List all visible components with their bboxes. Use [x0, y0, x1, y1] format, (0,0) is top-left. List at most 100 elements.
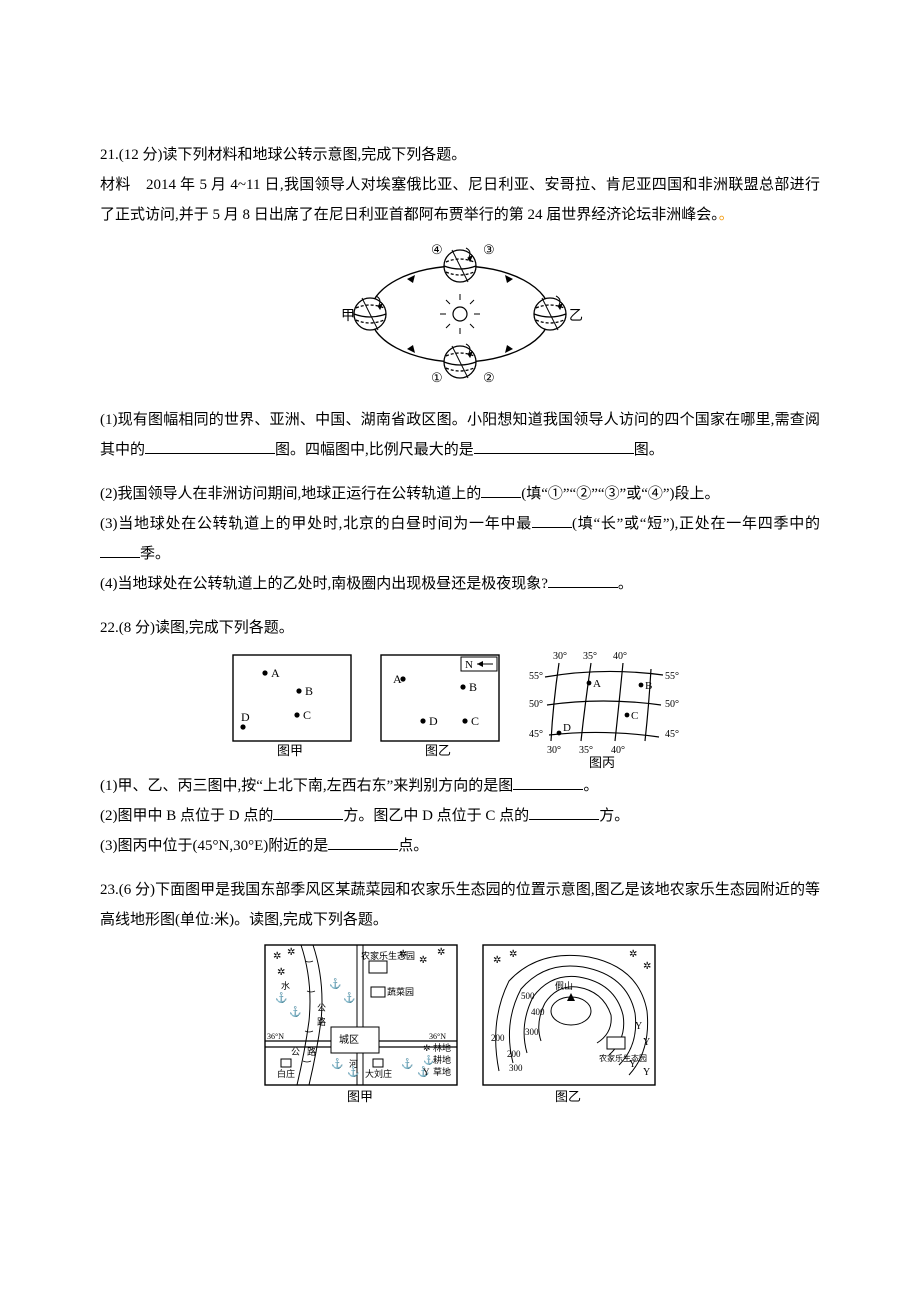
blank [474, 438, 634, 454]
q21-p2: (2)我国领导人在非洲访问期间,地球正运行在公转轨道上的 (填“①”“②”“③”或… [100, 479, 820, 509]
svg-text:耕地: 耕地 [433, 1054, 451, 1065]
caption-jia: 图甲 [277, 743, 303, 758]
svg-text:Y: Y [643, 1037, 650, 1048]
q21-p1c: 图。 [634, 442, 664, 458]
svg-text:公: 公 [291, 1047, 300, 1057]
q23-figures: 城区 农家乐生态园 蔬菜园 白庄 大刘庄 ✲✲✲ ✲✲✲ ⚓⚓ ⚓⚓ ⚓⚓ ⚓⚓… [100, 941, 820, 1106]
caption-yi: 图乙 [425, 743, 451, 758]
page-root: 21.(12 分)读下列材料和地球公转示意图,完成下列各题。 材料 2014 年… [0, 0, 920, 1148]
blank [328, 834, 398, 850]
svg-text:D: D [563, 722, 571, 734]
q22-p1a: (1)甲、乙、丙三图中,按“上北下南,左西右东”来判别方向的是图 [100, 778, 513, 794]
svg-text:300: 300 [525, 1027, 539, 1037]
svg-text:路: 路 [317, 1016, 326, 1027]
svg-text:300: 300 [509, 1063, 523, 1073]
q23-panel-jia: 城区 农家乐生态园 蔬菜园 白庄 大刘庄 ✲✲✲ ✲✲✲ ⚓⚓ ⚓⚓ ⚓⚓ ⚓⚓… [261, 941, 461, 1106]
svg-text:200: 200 [491, 1033, 505, 1043]
svg-text:55°: 55° [665, 671, 679, 682]
svg-text:45°: 45° [529, 729, 543, 740]
svg-text:✲: ✲ [629, 949, 637, 960]
svg-text:⚓: ⚓ [329, 977, 341, 990]
earth-orbit-diagram: ④ ③ ① ② 甲 乙 [335, 236, 585, 386]
q22-panel-bing: 30° 35° 40° 55° 50° 45° 55° 50° 45° [523, 649, 693, 769]
svg-text:A: A [593, 678, 601, 690]
svg-text:D: D [241, 710, 250, 724]
svg-text:B: B [645, 680, 652, 692]
svg-text:35°: 35° [583, 651, 597, 662]
svg-text:公: 公 [317, 1003, 326, 1013]
svg-text:Y: Y [423, 1067, 430, 1077]
svg-text:⚓: ⚓ [331, 1057, 343, 1070]
q22-figures: A B C D 图甲 N A B C D 图乙 30° 35° 40° [100, 649, 820, 769]
q21-p3b: (填“长”或“短”),正处在一年四季中的 [572, 516, 820, 532]
q22-panel-jia: A B C D 图甲 [227, 649, 357, 759]
svg-text:路: 路 [307, 1046, 316, 1057]
svg-text:Y: Y [629, 1059, 636, 1070]
svg-text:40°: 40° [613, 651, 627, 662]
q22-p3: (3)图丙中位于(45°N,30°E)附近的是 点。 [100, 831, 820, 861]
q21-material-text: 材料 2014 年 5 月 4~11 日,我国领导人对埃塞俄比亚、尼日利亚、安哥… [100, 177, 820, 223]
spacer [100, 599, 820, 613]
svg-text:50°: 50° [529, 699, 543, 710]
q22-p3b: 点。 [398, 838, 428, 854]
q22-heading: 22.(8 分)读图,完成下列各题。 [100, 613, 820, 643]
svg-text:水: 水 [281, 980, 290, 991]
svg-text:✲: ✲ [277, 967, 285, 978]
svg-text:蔬菜园: 蔬菜园 [387, 986, 414, 997]
q22-p1b: 。 [583, 778, 598, 794]
q21-heading: 21.(12 分)读下列材料和地球公转示意图,完成下列各题。 [100, 140, 820, 170]
svg-text:B: B [305, 684, 313, 698]
svg-text:✲: ✲ [643, 961, 651, 972]
q22-p2c: 方。 [599, 808, 629, 824]
orbit-label-yi: 乙 [569, 308, 583, 324]
svg-text:⚓: ⚓ [343, 991, 355, 1004]
orange-dot-icon: 。 [719, 207, 734, 223]
svg-text:36°N: 36°N [429, 1032, 446, 1041]
blank [481, 482, 521, 498]
caption-bing: 图丙 [589, 755, 615, 769]
svg-text:Y: Y [635, 1021, 642, 1032]
blank [529, 804, 599, 820]
orbit-label-2: ② [483, 370, 495, 385]
svg-text:C: C [471, 714, 479, 728]
q21-p2b: (填“①”“②”“③”或“④”)段上。 [521, 486, 719, 502]
svg-text:草地: 草地 [433, 1066, 451, 1077]
q22-p2a: (2)图甲中 B 点位于 D 点的 [100, 808, 273, 824]
svg-text:200: 200 [507, 1049, 521, 1059]
svg-text:45°: 45° [665, 729, 679, 740]
svg-text:⚓: ⚓ [275, 991, 287, 1004]
svg-text:30°: 30° [553, 651, 567, 662]
blank [548, 572, 618, 588]
svg-text:✲: ✲ [399, 949, 407, 960]
orbit-label-3: ③ [483, 242, 495, 257]
svg-text:农家乐生态园: 农家乐生态园 [599, 1053, 647, 1063]
orbit-label-4: ④ [431, 242, 443, 257]
q22-p2b: 方。图乙中 D 点位于 C 点的 [343, 808, 529, 824]
svg-text:林地: 林地 [433, 1042, 451, 1053]
svg-text:⚓: ⚓ [401, 1057, 413, 1070]
q21-p2a: (2)我国领导人在非洲访问期间,地球正运行在公转轨道上的 [100, 486, 481, 502]
blank [532, 512, 572, 528]
q22-panel-yi: N A B C D 图乙 [375, 649, 505, 759]
q21-p4b: 。 [618, 576, 633, 592]
svg-text:⚓: ⚓ [289, 1005, 301, 1018]
svg-text:Y: Y [643, 1067, 650, 1078]
q21-p3c: 季。 [140, 546, 170, 562]
svg-text:400: 400 [531, 1007, 545, 1017]
caption-jia-23: 图甲 [347, 1089, 373, 1104]
svg-text:✲: ✲ [437, 947, 445, 958]
svg-text:500: 500 [521, 991, 535, 1001]
q21-p3a: (3)当地球处在公转轨道上的甲处时,北京的白昼时间为一年中最 [100, 516, 532, 532]
svg-text:白庄: 白庄 [277, 1068, 295, 1079]
svg-text:河: 河 [349, 1058, 358, 1069]
svg-text:✲: ✲ [509, 949, 517, 960]
svg-text:✲: ✲ [287, 947, 295, 958]
svg-text:C: C [303, 708, 311, 722]
q21-material: 材料 2014 年 5 月 4~11 日,我国领导人对埃塞俄比亚、尼日利亚、安哥… [100, 170, 820, 230]
blank [145, 438, 275, 454]
caption-yi-23: 图乙 [555, 1089, 581, 1104]
q23-heading: 23.(6 分)下面图甲是我国东部季风区某蔬菜园和农家乐生态园的位置示意图,图乙… [100, 875, 820, 935]
q21-p4: (4)当地球处在公转轨道上的乙处时,南极圈内出现极昼还是极夜现象?。 [100, 569, 820, 599]
blank [513, 774, 583, 790]
q22-p3a: (3)图丙中位于(45°N,30°E)附近的是 [100, 838, 328, 854]
